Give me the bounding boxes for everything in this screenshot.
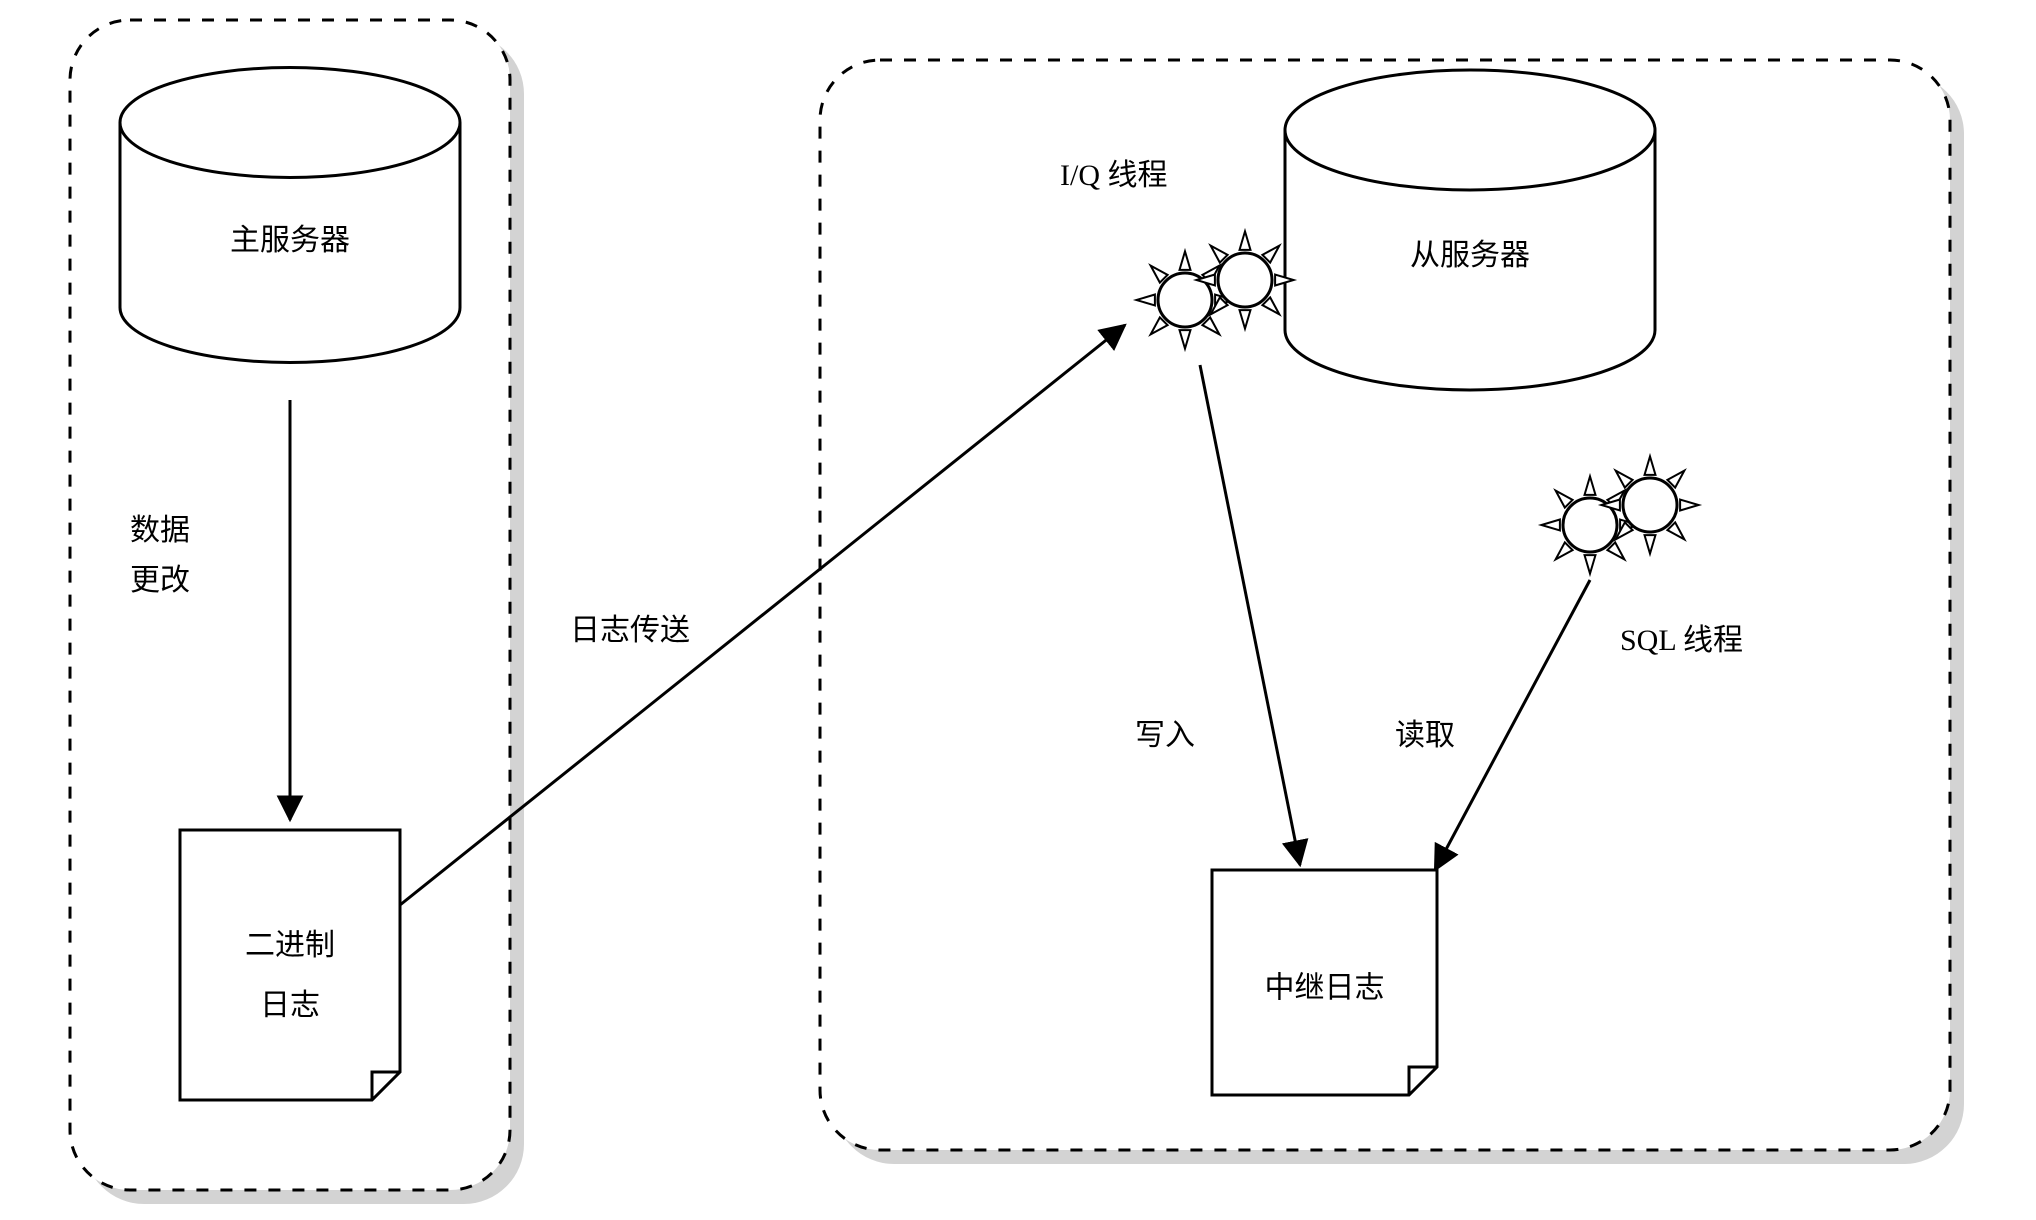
label-sql-thread: SQL 线程 [1620, 624, 1743, 657]
label-log-ship: 日志传送 [570, 614, 690, 647]
binlog-label-2: 日志 [260, 989, 320, 1022]
label-data-change-1: 数据 [130, 514, 190, 547]
io-thread-gear-icon-2 [1196, 231, 1293, 328]
slave-db-icon-label: 从服务器 [1410, 239, 1530, 272]
binlog-doc-icon [180, 830, 400, 1100]
label-io-thread: I/Q 线程 [1060, 159, 1168, 192]
label-read: 读取 [1395, 719, 1455, 752]
label-write: 写入 [1135, 719, 1195, 752]
sql-thread-gear-icon-2 [1601, 456, 1698, 553]
binlog-label-1: 二进制 [245, 929, 335, 962]
label-data-change-2: 更改 [130, 564, 190, 597]
slave-db-icon-top [1285, 70, 1655, 190]
master-db-icon-top [120, 68, 460, 178]
relay-label: 中继日志 [1265, 972, 1385, 1005]
master-db-icon-label: 主服务器 [230, 224, 350, 257]
